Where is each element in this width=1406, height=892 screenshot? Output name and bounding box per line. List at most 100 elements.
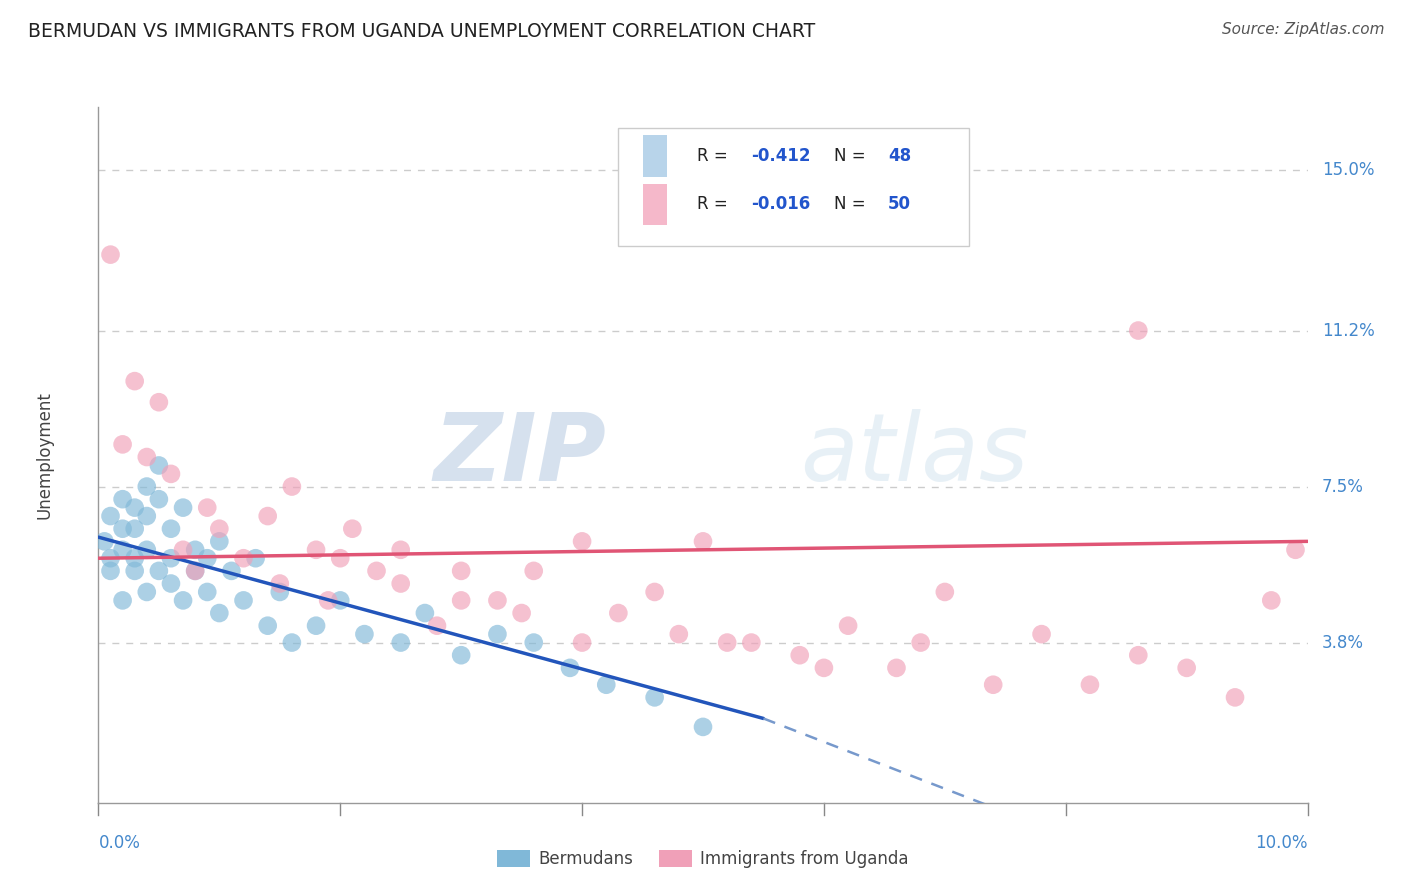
Point	[692, 720, 714, 734]
Point	[135, 479, 157, 493]
Point	[981, 678, 1004, 692]
Point	[232, 593, 254, 607]
Point	[281, 635, 304, 649]
Point	[111, 593, 134, 607]
Text: R =: R =	[697, 147, 733, 165]
Text: 10.0%: 10.0%	[1256, 834, 1308, 852]
Point	[160, 522, 183, 536]
Point	[111, 522, 134, 536]
Point	[426, 618, 449, 632]
Point	[160, 467, 183, 481]
Point	[93, 534, 115, 549]
Point	[256, 509, 278, 524]
Point	[413, 606, 436, 620]
Point	[148, 458, 170, 473]
Point	[1175, 661, 1198, 675]
Point	[172, 593, 194, 607]
Point	[100, 551, 122, 566]
Point	[135, 585, 157, 599]
Point	[342, 522, 364, 536]
Point	[100, 564, 122, 578]
Point	[644, 690, 666, 705]
Point	[256, 618, 278, 632]
Point	[571, 635, 593, 649]
Point	[1078, 678, 1101, 692]
Point	[195, 551, 218, 566]
Point	[389, 635, 412, 649]
Point	[740, 635, 762, 649]
Point	[1128, 648, 1150, 663]
Point	[135, 450, 157, 464]
Point	[305, 542, 328, 557]
Point	[160, 576, 183, 591]
Point	[135, 509, 157, 524]
Point	[124, 500, 146, 515]
Text: Unemployment: Unemployment	[35, 391, 53, 519]
Point	[172, 500, 194, 515]
Point	[486, 627, 509, 641]
FancyBboxPatch shape	[619, 128, 969, 246]
Point	[111, 437, 134, 451]
Point	[1284, 542, 1306, 557]
Text: Source: ZipAtlas.com: Source: ZipAtlas.com	[1222, 22, 1385, 37]
Point	[269, 585, 291, 599]
Text: 3.8%: 3.8%	[1322, 633, 1364, 651]
Point	[692, 534, 714, 549]
Point	[389, 576, 412, 591]
Point	[195, 585, 218, 599]
Point	[148, 492, 170, 507]
Bar	[643, 135, 666, 177]
Text: BERMUDAN VS IMMIGRANTS FROM UGANDA UNEMPLOYMENT CORRELATION CHART: BERMUDAN VS IMMIGRANTS FROM UGANDA UNEMP…	[28, 22, 815, 41]
Point	[148, 564, 170, 578]
Point	[208, 522, 231, 536]
Point	[558, 661, 581, 675]
Point	[523, 564, 546, 578]
Bar	[643, 184, 666, 226]
Text: 48: 48	[889, 147, 911, 165]
Point	[837, 618, 859, 632]
Point	[208, 606, 231, 620]
Point	[305, 618, 328, 632]
Point	[208, 534, 231, 549]
Point	[184, 564, 207, 578]
Text: 7.5%: 7.5%	[1322, 477, 1364, 496]
Text: 11.2%: 11.2%	[1322, 321, 1375, 340]
Point	[148, 395, 170, 409]
Point	[221, 564, 243, 578]
Point	[668, 627, 690, 641]
Point	[934, 585, 956, 599]
Point	[111, 542, 134, 557]
Point	[232, 551, 254, 566]
Point	[269, 576, 291, 591]
Point	[1128, 324, 1150, 338]
Text: R =: R =	[697, 195, 733, 213]
Legend: Bermudans, Immigrants from Uganda: Bermudans, Immigrants from Uganda	[491, 843, 915, 874]
Point	[523, 635, 546, 649]
Text: N =: N =	[834, 147, 870, 165]
Point	[789, 648, 811, 663]
Text: N =: N =	[834, 195, 870, 213]
Point	[316, 593, 339, 607]
Point	[172, 542, 194, 557]
Point	[245, 551, 267, 566]
Point	[910, 635, 932, 649]
Point	[716, 635, 738, 649]
Point	[486, 593, 509, 607]
Point	[160, 551, 183, 566]
Point	[124, 551, 146, 566]
Point	[100, 247, 122, 261]
Text: -0.016: -0.016	[751, 195, 811, 213]
Point	[329, 551, 352, 566]
Point	[124, 374, 146, 388]
Point	[510, 606, 533, 620]
Point	[111, 492, 134, 507]
Point	[886, 661, 908, 675]
Point	[595, 678, 617, 692]
Text: ZIP: ZIP	[433, 409, 606, 501]
Point	[607, 606, 630, 620]
Point	[184, 564, 207, 578]
Point	[1260, 593, 1282, 607]
Point	[329, 593, 352, 607]
Point	[281, 479, 304, 493]
Text: 0.0%: 0.0%	[98, 834, 141, 852]
